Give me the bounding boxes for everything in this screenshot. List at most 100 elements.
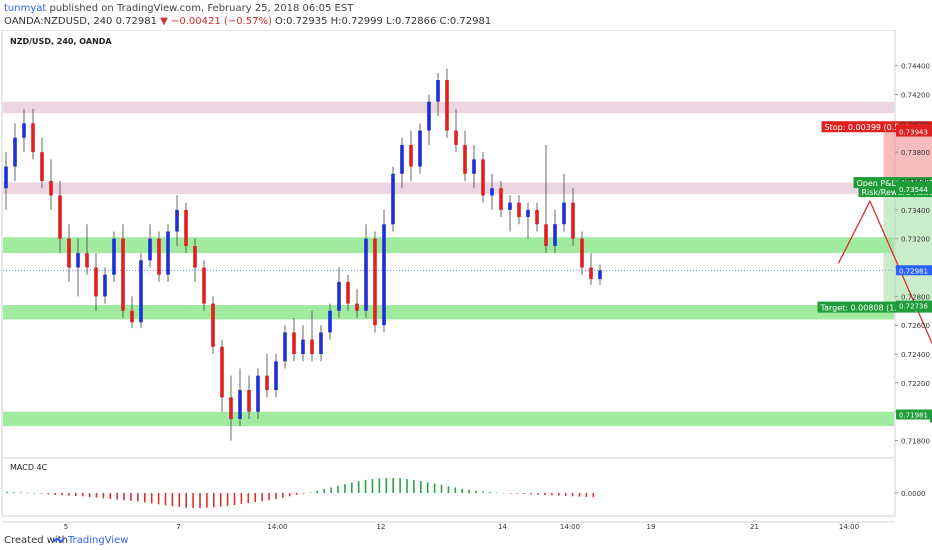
candle	[589, 267, 593, 280]
candle	[454, 130, 458, 145]
candle	[553, 224, 557, 246]
candle	[229, 397, 233, 419]
candle	[373, 238, 377, 326]
x-tick-label: 14	[498, 523, 507, 531]
symbol-label: OANDA:NZDUSD, 240	[4, 16, 113, 27]
y-tick-label: 0.71800	[901, 438, 930, 446]
x-tick-label: 14:00	[560, 523, 580, 531]
candle	[499, 188, 503, 210]
support-zone	[3, 237, 894, 254]
candle	[382, 224, 386, 326]
candle	[301, 339, 305, 355]
y-tick-label: 0.74400	[901, 63, 930, 71]
macd-bar	[344, 484, 346, 493]
tradingview-brand-link[interactable]: TradingView	[68, 535, 129, 546]
candle	[364, 238, 368, 311]
macd-bar	[530, 493, 532, 495]
candle	[544, 224, 548, 246]
candle	[58, 195, 62, 239]
publish-info: published on TradingView.com, February 2…	[46, 3, 354, 14]
x-tick-label: 14:00	[267, 523, 287, 531]
candle	[184, 209, 188, 246]
candle	[490, 188, 494, 196]
macd-bar	[316, 490, 319, 493]
macd-bar	[433, 483, 436, 493]
macd-bar	[40, 493, 43, 494]
candle	[427, 101, 431, 131]
y-tick-label: 0.73800	[901, 149, 930, 157]
username-link[interactable]: tunmyat	[4, 3, 47, 14]
macd-y-tick-label: 0.0000	[901, 490, 926, 498]
candle	[319, 332, 323, 355]
candle	[94, 267, 98, 297]
candle	[337, 281, 341, 311]
macd-bar	[75, 493, 77, 496]
x-tick-label: 7	[176, 523, 180, 531]
macd-bar	[558, 493, 560, 496]
x-tick-label: 21	[750, 523, 759, 531]
candle	[121, 238, 125, 311]
macd-bar	[213, 493, 215, 508]
candle	[256, 375, 260, 412]
macd-bar	[261, 493, 263, 502]
macd-bar	[330, 487, 332, 493]
macd-bar	[178, 493, 181, 508]
candle	[400, 144, 404, 174]
macd-bar	[420, 480, 422, 493]
macd-bar	[509, 493, 512, 494]
macd-bar	[461, 488, 463, 493]
candle	[355, 303, 359, 311]
candle	[4, 166, 8, 189]
candle	[472, 159, 476, 174]
macd-bar	[475, 490, 477, 493]
y-tick-label: 0.74200	[901, 91, 930, 99]
macd-title: MACD 4C	[10, 463, 48, 472]
candle	[139, 260, 143, 323]
macd-bar	[302, 493, 305, 494]
macd-bar	[454, 487, 457, 493]
ohlc-values: O:0.72935 H:0.72999 L:0.72866 C:0.72981	[271, 16, 492, 27]
macd-bar	[447, 486, 450, 493]
macd-bar	[226, 493, 229, 507]
chart-title: NZD/USD, 240, OANDA	[10, 37, 112, 46]
y-tick-label: 0.72600	[901, 322, 930, 330]
macd-bar	[564, 493, 567, 496]
macd-bar	[585, 493, 588, 497]
macd-bar	[406, 478, 408, 493]
macd-bar	[137, 493, 139, 502]
candle	[22, 123, 26, 138]
price-change: ▼ −0.00421 (−0.57%)	[160, 16, 272, 27]
macd-bar	[295, 493, 298, 495]
macd-bar	[440, 484, 443, 493]
price-axis-tag-label: 0.73544	[899, 186, 928, 194]
resistance-zone	[3, 182, 894, 194]
target-label: Target: 0.00808 (1.10%) 80.8, Amount: 15…	[820, 304, 932, 313]
macd-bar	[192, 493, 194, 509]
macd-bar	[157, 493, 160, 505]
macd-bar	[502, 493, 505, 494]
candle	[391, 173, 395, 225]
macd-bar	[171, 493, 174, 507]
price-axis-tag-label: 0.72981	[899, 267, 928, 275]
x-tick-label: 19	[647, 523, 656, 531]
chart-canvas[interactable]: 9, Amount: 750Stop: 0.00399 (0.54%) 39.9…	[0, 30, 932, 531]
last-price: 0.72981	[112, 16, 161, 27]
candle	[571, 202, 575, 239]
stop-label-bg	[821, 121, 932, 133]
macd-bar	[364, 479, 367, 493]
candle	[49, 181, 53, 196]
candle	[409, 144, 413, 167]
macd-bar	[240, 493, 243, 505]
macd-bar	[413, 479, 415, 493]
candle	[445, 80, 449, 131]
open-pnl-label: Open P&L: 0.00563, Qty: 62656	[857, 179, 932, 188]
macd-bar	[468, 489, 470, 493]
candle	[436, 80, 440, 102]
macd-bar	[351, 482, 353, 493]
macd-bar	[578, 493, 581, 497]
macd-bar	[150, 493, 153, 504]
candle	[130, 310, 134, 323]
macd-bar	[268, 493, 270, 501]
candle	[193, 245, 197, 268]
macd-bar	[130, 493, 132, 501]
